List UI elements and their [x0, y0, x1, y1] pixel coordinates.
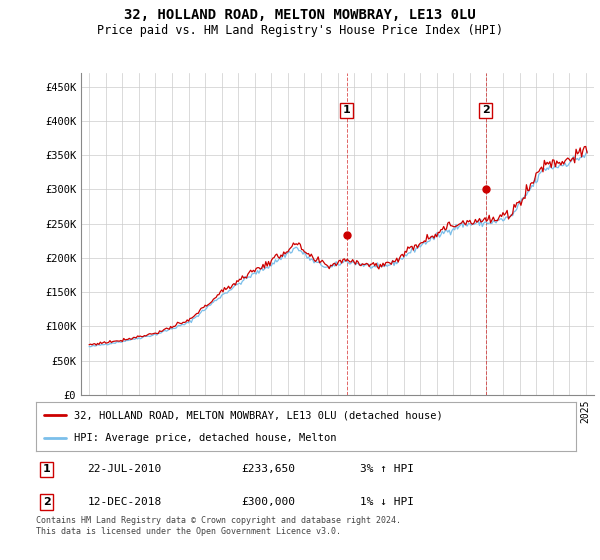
Text: £300,000: £300,000 — [241, 497, 295, 507]
Text: 2: 2 — [43, 497, 50, 507]
Text: £233,650: £233,650 — [241, 464, 295, 474]
Text: 1: 1 — [343, 105, 350, 115]
Text: 3% ↑ HPI: 3% ↑ HPI — [360, 464, 414, 474]
Text: Price paid vs. HM Land Registry's House Price Index (HPI): Price paid vs. HM Land Registry's House … — [97, 24, 503, 36]
Text: 32, HOLLAND ROAD, MELTON MOWBRAY, LE13 0LU (detached house): 32, HOLLAND ROAD, MELTON MOWBRAY, LE13 0… — [74, 410, 443, 421]
Text: 1: 1 — [43, 464, 50, 474]
Text: 12-DEC-2018: 12-DEC-2018 — [88, 497, 161, 507]
Text: HPI: Average price, detached house, Melton: HPI: Average price, detached house, Melt… — [74, 433, 337, 444]
Text: 32, HOLLAND ROAD, MELTON MOWBRAY, LE13 0LU: 32, HOLLAND ROAD, MELTON MOWBRAY, LE13 0… — [124, 8, 476, 22]
Text: Contains HM Land Registry data © Crown copyright and database right 2024.
This d: Contains HM Land Registry data © Crown c… — [36, 516, 401, 536]
Text: 1% ↓ HPI: 1% ↓ HPI — [360, 497, 414, 507]
Text: 2: 2 — [482, 105, 490, 115]
Text: 22-JUL-2010: 22-JUL-2010 — [88, 464, 161, 474]
